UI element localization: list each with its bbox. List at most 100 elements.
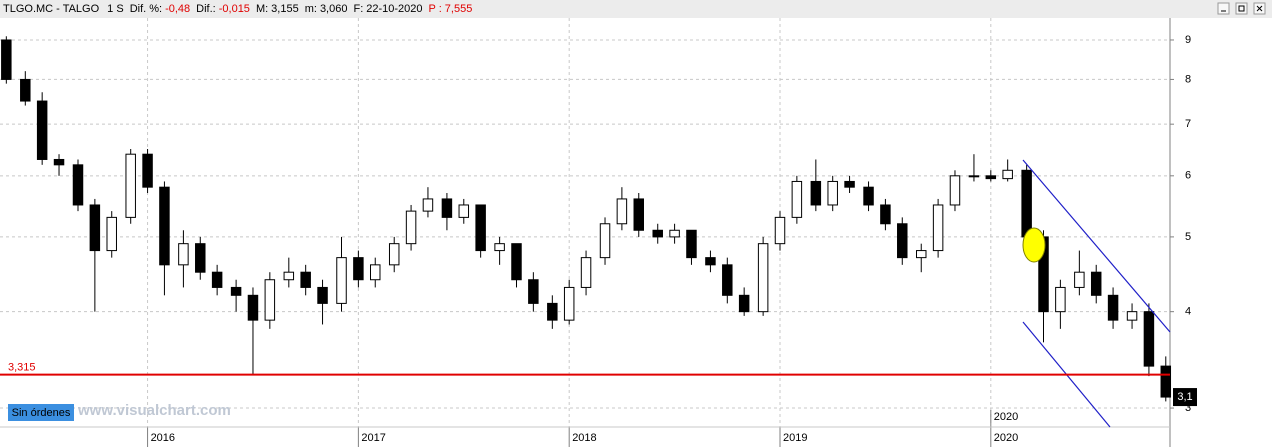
candle-body <box>159 186 170 266</box>
candle-body <box>897 223 908 259</box>
stat-value: 3,155 <box>271 3 299 15</box>
candle-body <box>264 279 276 321</box>
candle-body <box>72 164 84 206</box>
candle-body <box>1126 311 1138 321</box>
x-tick-label: 2017 <box>361 432 385 444</box>
candle-body <box>405 210 417 245</box>
stat-label: Dif. %: <box>130 3 162 15</box>
candle-body <box>985 175 997 180</box>
candle-body <box>370 264 381 281</box>
stat-value: -0,015 <box>219 3 250 15</box>
candle-body <box>353 257 364 281</box>
stat-value: 7,555 <box>445 3 473 15</box>
y-tick-label: 3 <box>1185 402 1191 414</box>
y-tick-label: 8 <box>1185 73 1191 85</box>
candle-body <box>142 153 153 188</box>
minimize-button[interactable] <box>1217 2 1230 15</box>
candle-body <box>880 204 891 225</box>
candle-body <box>757 243 769 313</box>
orders-button[interactable] <box>8 404 74 421</box>
stat-label: Dif.: <box>196 3 216 15</box>
candle-body <box>1160 365 1172 398</box>
candle-body <box>616 198 628 225</box>
candle-body <box>1143 311 1155 367</box>
candle-body <box>863 186 874 206</box>
candle-body <box>827 180 838 206</box>
highlight-ellipse <box>1022 227 1046 263</box>
stat-label: m: <box>305 3 317 15</box>
candle-body <box>633 198 644 231</box>
x-tick-label: 2016 <box>151 432 175 444</box>
last-price-tag <box>1173 388 1197 407</box>
candle-body <box>722 264 733 296</box>
candle-body <box>195 243 206 273</box>
stat-value: 3,060 <box>320 3 348 15</box>
candle-body <box>20 78 31 102</box>
x-tick-label: 2020 <box>994 432 1018 444</box>
y-tick-label: 5 <box>1185 231 1191 243</box>
candle-body <box>1002 169 1013 180</box>
maximize-icon <box>1238 5 1245 12</box>
candle-body <box>317 286 328 304</box>
candle-body <box>652 229 663 238</box>
candle-body <box>791 180 803 218</box>
orders-button-label[interactable]: Sin órdenes <box>12 407 71 419</box>
candle-body <box>36 100 48 160</box>
candle-body <box>475 204 486 252</box>
candle-body <box>1107 294 1119 321</box>
candle-body <box>916 250 927 259</box>
channel-upper <box>1022 159 1171 333</box>
x-tick-label: 2018 <box>572 432 596 444</box>
candle-body <box>511 243 522 281</box>
candle-body <box>1021 169 1032 238</box>
candle-body <box>53 158 65 166</box>
candle-body <box>89 204 101 252</box>
stat-label: F: <box>353 3 363 15</box>
y-tick-label: 7 <box>1185 118 1191 130</box>
last-price-label: 3,1 <box>1177 391 1192 403</box>
candle-body <box>949 175 961 206</box>
candle-body <box>563 286 575 321</box>
candle-body <box>422 198 434 212</box>
header-text: TLGO.MC - TALGO 1 S Dif. %: -0,48 Dif.: -0,01… <box>3 3 472 15</box>
candle-body <box>1090 271 1102 296</box>
stat-value: -0,48 <box>165 3 190 15</box>
stat-value: 22-10-2020 <box>366 3 422 15</box>
stat-label: P : <box>429 3 442 15</box>
close-icon <box>1256 5 1263 12</box>
candle-body <box>669 229 680 238</box>
candle-body <box>599 223 611 259</box>
symbol: TLGO.MC - TALGO <box>3 3 100 15</box>
candle-body <box>283 271 295 281</box>
candle-body <box>810 180 822 206</box>
y-tick-label: 6 <box>1185 170 1191 182</box>
candle-body <box>932 204 944 252</box>
y-tick-label: 4 <box>1185 306 1191 318</box>
candle-body <box>1074 271 1085 288</box>
overlay: 3,315 3,1 <box>0 362 1197 407</box>
candle-body <box>388 243 400 266</box>
candle-body <box>458 204 470 218</box>
candle-body <box>300 271 311 288</box>
maximize-button[interactable] <box>1235 2 1248 15</box>
candle-body <box>968 175 980 178</box>
candle-body <box>211 271 223 288</box>
candle-body <box>528 279 539 304</box>
candle-body <box>1055 286 1066 313</box>
candle-body <box>336 257 347 304</box>
candle-body <box>774 216 786 245</box>
candle-body <box>580 257 592 288</box>
candle-body <box>106 216 117 252</box>
support-label: 3,315 <box>8 362 36 374</box>
candle-body <box>230 286 242 296</box>
window-buttons <box>1217 2 1266 15</box>
candle-body <box>178 243 189 266</box>
candle-body <box>247 294 259 321</box>
candle-body <box>547 302 558 321</box>
candle-body <box>494 243 505 252</box>
y-tick-label: 9 <box>1185 34 1191 46</box>
candle-body <box>441 198 453 218</box>
watermark: www.visualchart.com <box>77 402 231 419</box>
candles <box>1 36 1172 402</box>
